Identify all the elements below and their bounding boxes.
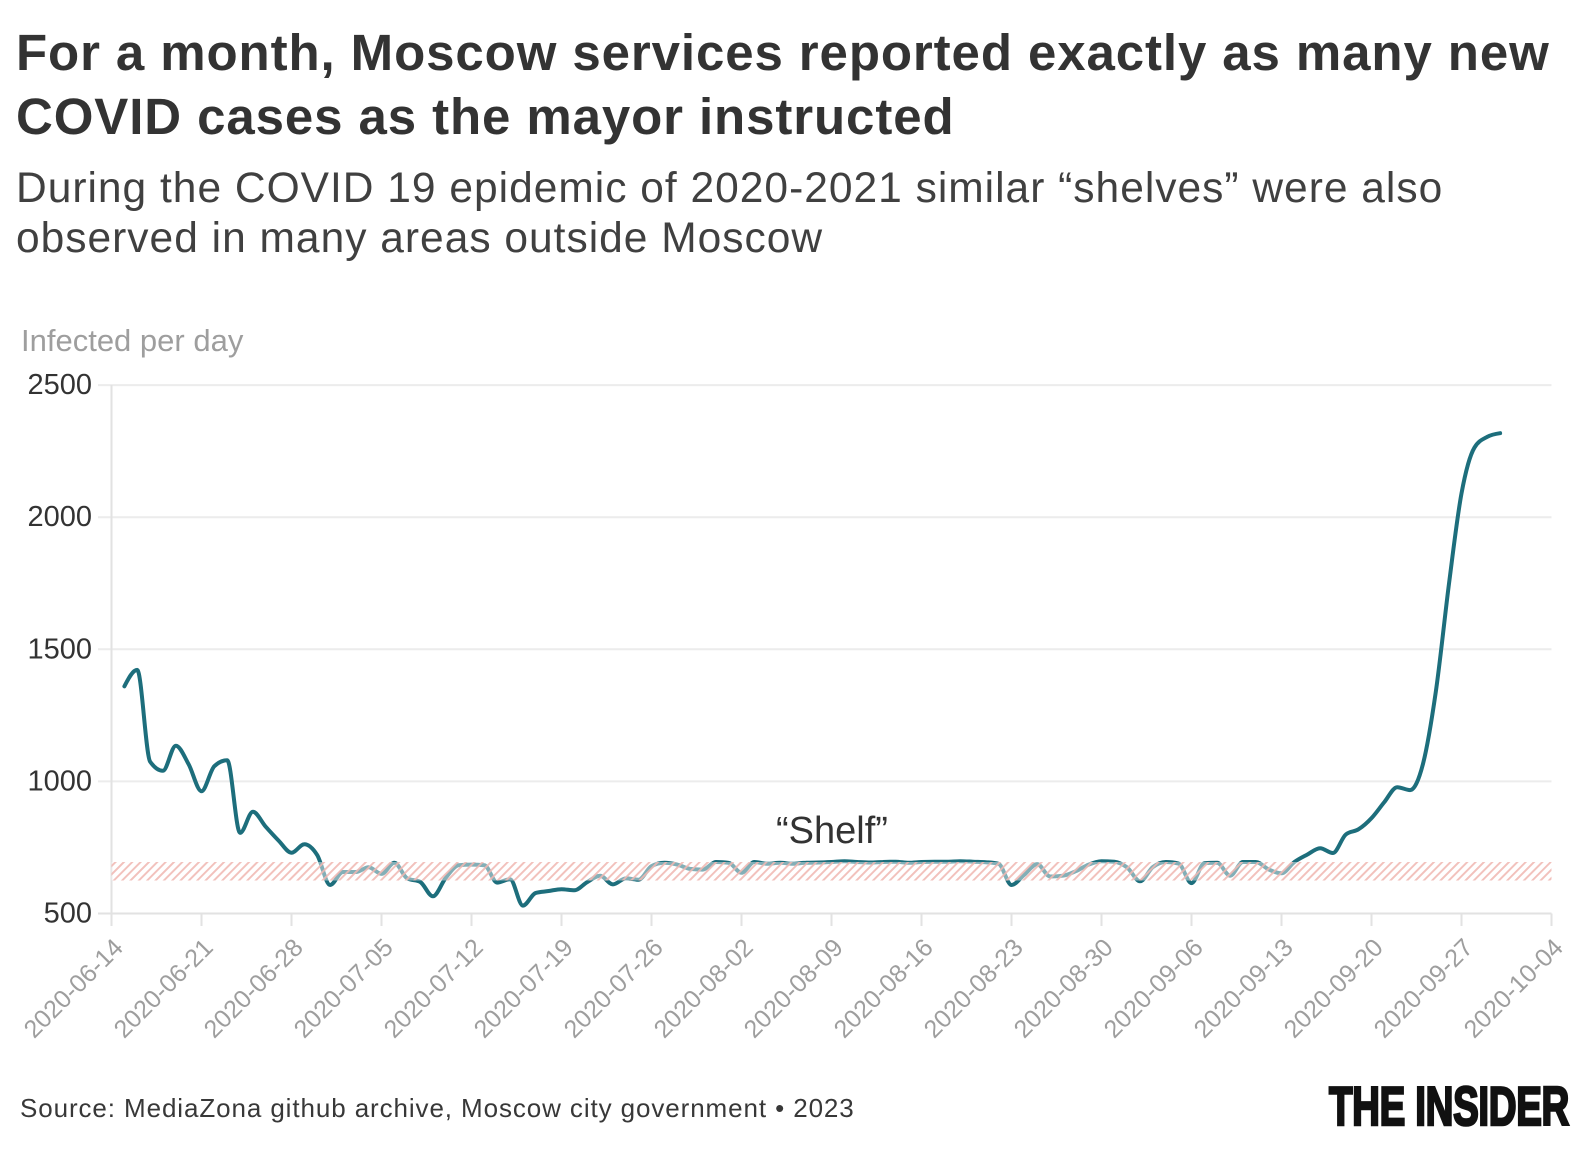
svg-text:COVID cases as the mayor instr: COVID cases as the mayor instructed	[16, 88, 955, 145]
svg-text:Infected per day: Infected per day	[21, 323, 244, 358]
svg-text:2500: 2500	[27, 369, 92, 401]
svg-text:1000: 1000	[27, 765, 92, 797]
svg-text:Source: MediaZona github archi: Source: MediaZona github archive, Moscow…	[20, 1093, 855, 1123]
svg-text:2000: 2000	[27, 501, 92, 533]
svg-text:During the COVID 19 epidemic o: During the COVID 19 epidemic of 2020-202…	[16, 165, 1443, 212]
svg-text:500: 500	[44, 898, 92, 930]
svg-text:For a month, Moscow services r: For a month, Moscow services reported ex…	[16, 24, 1550, 81]
svg-text:THE INSIDER: THE INSIDER	[1329, 1076, 1569, 1137]
svg-text:observed in many areas outside: observed in many areas outside Moscow	[16, 215, 823, 262]
svg-text:“Shelf”: “Shelf”	[776, 810, 888, 852]
svg-text:1500: 1500	[27, 633, 92, 665]
